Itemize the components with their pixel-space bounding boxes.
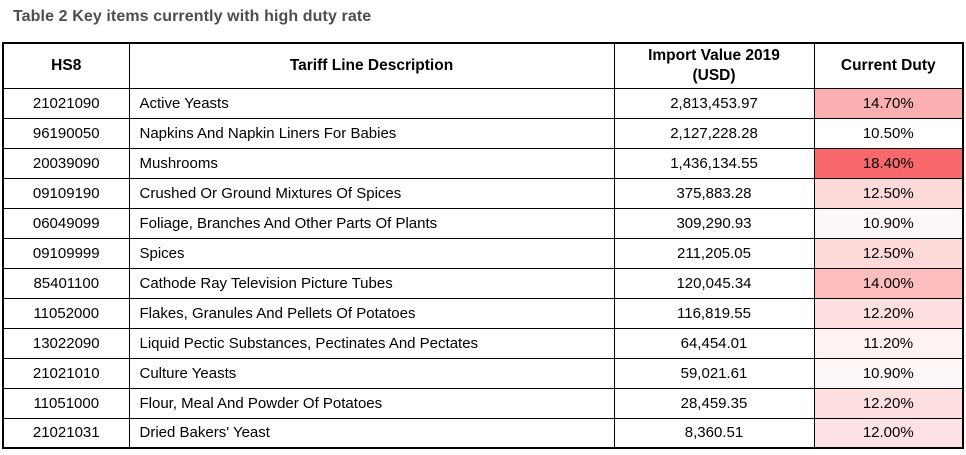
import-value-cell: 120,045.34 [613,267,815,299]
description-cell: Crushed Or Ground Mixtures Of Spices [128,177,615,209]
column-header-current-duty: Current Duty [813,42,964,89]
header-row: HS8 Tariff Line Description Import Value… [2,42,964,89]
table-row: 13022090 Liquid Pectic Substances, Pectin… [2,327,964,359]
column-header-hs8: HS8 [2,42,130,89]
column-header-description: Tariff Line Description [128,42,615,89]
duty-cell: 12.20% [813,387,964,419]
hs8-cell: 11052000 [2,297,130,329]
table-row: 21021031 Dried Bakers' Yeast 8,360.51 12.00… [2,417,964,449]
hs8-cell: 20039090 [2,147,130,179]
hs8-cell: 13022090 [2,327,130,359]
table-row: 20039090 Mushrooms 1,436,134.55 18.40% [2,147,964,179]
import-value-cell: 309,290.93 [613,207,815,239]
duty-cell: 12.20% [813,297,964,329]
description-cell: Foliage, Branches And Other Parts Of Pla… [128,207,615,239]
description-cell: Napkins And Napkin Liners For Babies [128,117,615,149]
table-body: 21021090 Active Yeasts 2,813,453.97 14.70% 9… [2,87,964,449]
hs8-cell: 11051000 [2,387,130,419]
hs8-cell: 21021090 [2,87,130,119]
table-header: HS8 Tariff Line Description Import Value… [2,42,964,89]
import-value-cell: 1,436,134.55 [613,147,815,179]
hs8-cell: 96190050 [2,117,130,149]
duty-cell: 14.00% [813,267,964,299]
duty-cell: 18.40% [813,147,964,179]
import-value-cell: 116,819.55 [613,297,815,329]
hs8-cell: 85401100 [2,267,130,299]
duty-cell: 10.90% [813,357,964,389]
import-value-cell: 28,459.35 [613,387,815,419]
description-cell: Flakes, Granules And Pellets Of Potatoes [128,297,615,329]
column-header-import-value: Import Value 2019 (USD) [613,42,815,89]
table-row: 96190050 Napkins And Napkin Liners For Ba… [2,117,964,149]
description-cell: Active Yeasts [128,87,615,119]
import-value-cell: 2,127,228.28 [613,117,815,149]
table-row: 09109190 Crushed Or Ground Mixtures Of Sp… [2,177,964,209]
duty-cell: 12.50% [813,237,964,269]
table-row: 21021090 Active Yeasts 2,813,453.97 14.70% [2,87,964,119]
duty-cell: 11.20% [813,327,964,359]
table-row: 09109999 Spices 211,205.05 12.50% [2,237,964,269]
description-cell: Flour, Meal And Powder Of Potatoes [128,387,615,419]
hs8-cell: 06049099 [2,207,130,239]
duty-cell: 12.00% [813,417,964,449]
description-cell: Culture Yeasts [128,357,615,389]
import-value-cell: 59,021.61 [613,357,815,389]
table-row: 21021010 Culture Yeasts 59,021.61 10.90% [2,357,964,389]
column-header-import-value-label: Import Value 2019 (USD) [648,47,780,84]
import-value-cell: 375,883.28 [613,177,815,209]
duty-table: HS8 Tariff Line Description Import Value… [2,42,964,449]
table-row: 06049099 Foliage, Branches And Other Part… [2,207,964,239]
hs8-cell: 09109190 [2,177,130,209]
import-value-cell: 64,454.01 [613,327,815,359]
hs8-cell: 21021031 [2,417,130,449]
table-row: 11051000 Flour, Meal And Powder Of Potato… [2,387,964,419]
import-value-cell: 211,205.05 [613,237,815,269]
table-row: 85401100 Cathode Ray Television Picture T… [2,267,964,299]
duty-cell: 12.50% [813,177,964,209]
duty-cell: 10.50% [813,117,964,149]
description-cell: Liquid Pectic Substances, Pectinates And… [128,327,615,359]
description-cell: Spices [128,237,615,269]
description-cell: Cathode Ray Television Picture Tubes [128,267,615,299]
table-title: Table 2 Key items currently with high du… [13,8,372,25]
hs8-cell: 09109999 [2,237,130,269]
description-cell: Dried Bakers' Yeast [128,417,615,449]
duty-cell: 10.90% [813,207,964,239]
hs8-cell: 21021010 [2,357,130,389]
duty-cell: 14.70% [813,87,964,119]
table-row: 11052000 Flakes, Granules And Pellets Of … [2,297,964,329]
import-value-cell: 8,360.51 [613,417,815,449]
description-cell: Mushrooms [128,147,615,179]
import-value-cell: 2,813,453.97 [613,87,815,119]
